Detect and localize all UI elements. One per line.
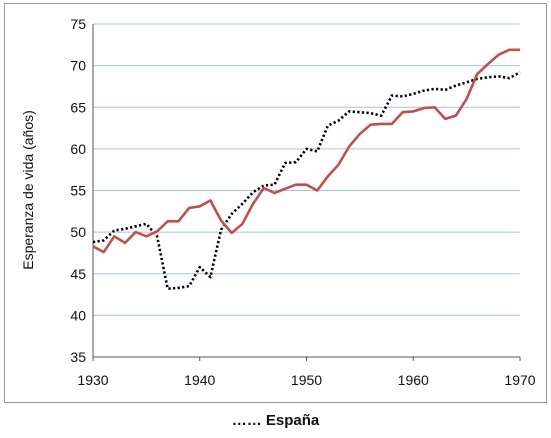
y-tick-label-50: 50 [70, 224, 86, 240]
x-tick-label-1960: 1960 [398, 372, 429, 388]
grid-lines [93, 23, 520, 316]
y-tick-label-55: 55 [70, 183, 86, 199]
y-tick-label-40: 40 [70, 307, 86, 323]
x-tick-label-1970: 1970 [504, 372, 535, 388]
x-tick-label-1950: 1950 [291, 372, 322, 388]
series-line-dotted [92, 71, 521, 291]
series-lines [92, 48, 521, 291]
y-tick-label-45: 45 [70, 266, 86, 282]
y-tick-label-65: 65 [70, 99, 86, 115]
series-line-solid [92, 48, 520, 254]
chart-frame [4, 3, 547, 403]
y-axis-title: Esperanza de vida (años) [20, 110, 36, 270]
y-tick-label-60: 60 [70, 141, 86, 157]
x-tick-label-1930: 1930 [77, 372, 108, 388]
x-tick-labels: 1930 1940 1950 1960 1970 [77, 372, 535, 388]
legend-label: …… España [231, 412, 320, 429]
y-tick-label-75: 75 [70, 16, 86, 32]
y-tick-labels: 35 40 45 50 55 60 65 70 75 [70, 16, 86, 365]
x-tick-label-1940: 1940 [184, 372, 215, 388]
y-tick-label-70: 70 [70, 58, 86, 74]
y-tick-label-35: 35 [70, 349, 86, 365]
axes [92, 24, 521, 361]
